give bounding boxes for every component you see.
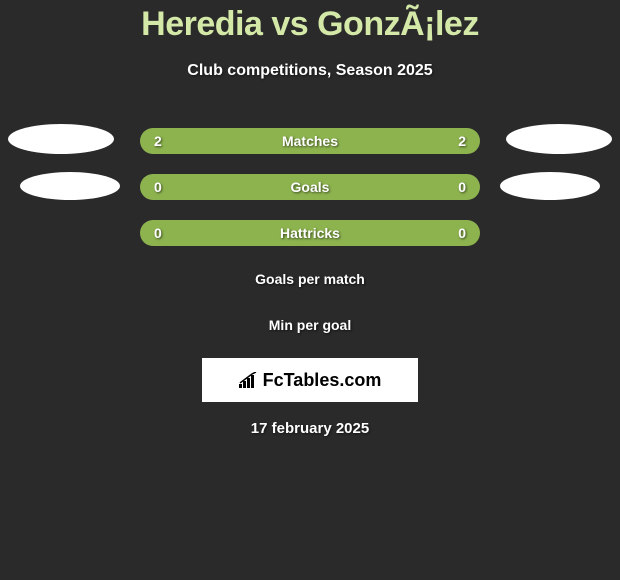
left-ellipse-icon (8, 124, 114, 154)
left-ellipse-icon (20, 172, 120, 200)
stat-row-matches: 2 Matches 2 (0, 128, 620, 154)
stat-row-gpm: Goals per match (0, 266, 620, 292)
stat-right-value: 0 (458, 179, 466, 195)
right-ellipse-icon (500, 172, 600, 200)
stat-label: Min per goal (269, 317, 351, 333)
stat-label: Hattricks (280, 225, 340, 241)
date-text: 17 february 2025 (0, 420, 620, 437)
stat-left-value: 0 (154, 225, 162, 241)
page-title: Heredia vs GonzÃ¡lez (0, 5, 620, 44)
stat-bar-goals: 0 Goals 0 (140, 174, 480, 200)
subtitle: Club competitions, Season 2025 (0, 62, 620, 80)
stat-bar-min-per-goal: Min per goal (140, 312, 480, 338)
stat-row-goals: 0 Goals 0 (0, 174, 620, 200)
stat-label: Goals (291, 179, 330, 195)
stat-left-value: 0 (154, 179, 162, 195)
logo-box[interactable]: FcTables.com (202, 358, 418, 402)
stat-right-value: 0 (458, 225, 466, 241)
stat-row-hattricks: 0 Hattricks 0 (0, 220, 620, 246)
stat-bar-hattricks: 0 Hattricks 0 (140, 220, 480, 246)
main-container: Heredia vs GonzÃ¡lez Club competitions, … (0, 0, 620, 437)
logo-text: FcTables.com (263, 370, 382, 391)
logo-content: FcTables.com (239, 370, 382, 391)
stat-right-value: 2 (458, 133, 466, 149)
chart-icon (239, 372, 259, 388)
right-ellipse-icon (506, 124, 612, 154)
stat-row-mpg: Min per goal (0, 312, 620, 338)
stat-label: Matches (282, 133, 338, 149)
stat-left-value: 2 (154, 133, 162, 149)
stat-label: Goals per match (255, 271, 365, 287)
stat-bar-goals-per-match: Goals per match (140, 266, 480, 292)
stat-bar-matches: 2 Matches 2 (140, 128, 480, 154)
